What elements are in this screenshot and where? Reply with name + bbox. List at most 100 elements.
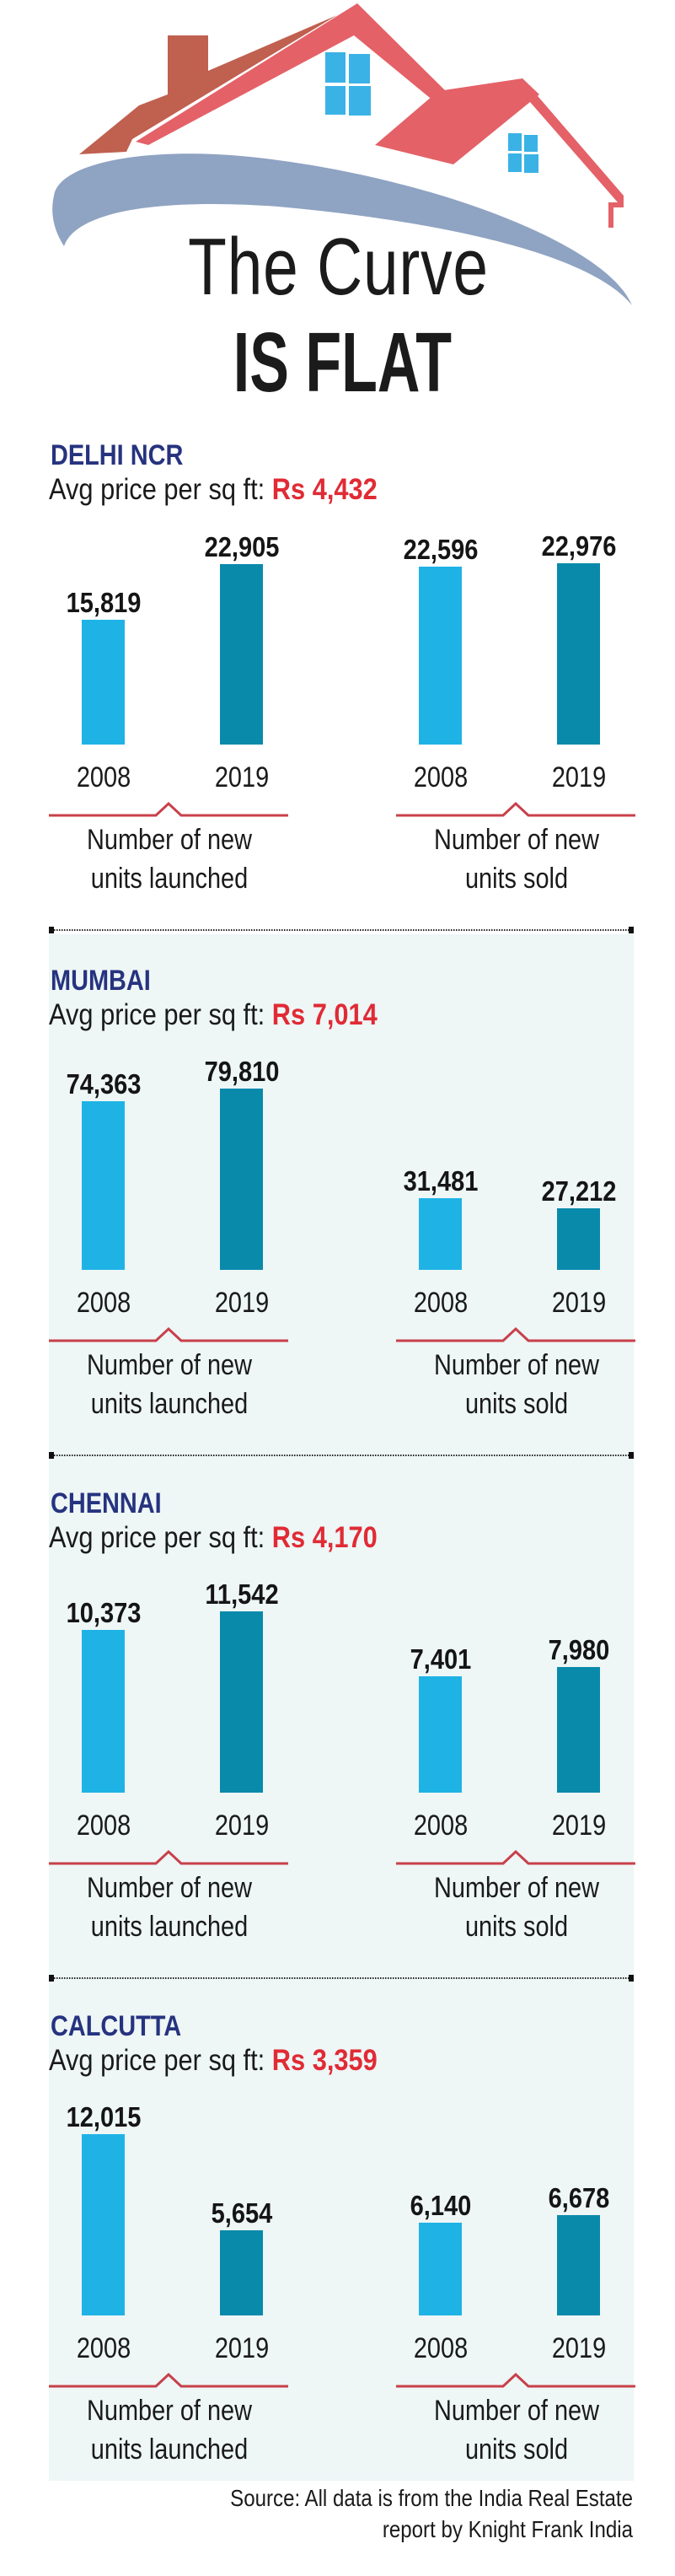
sold-caption-line-2: units sold	[464, 2433, 569, 2466]
sections-background-panel	[49, 934, 634, 2481]
year-tick-label: 2008	[76, 1287, 131, 1319]
year-tick-label: 2008	[413, 1287, 468, 1319]
sold-caption-line-1: Number of new	[434, 1349, 599, 1381]
section-divider	[49, 1452, 634, 1459]
avg-price-line: Avg price per sq ft: Rs 4,432	[49, 472, 378, 508]
bar-value-label: 10,373	[66, 1597, 141, 1628]
bar-sold-2019	[557, 1208, 600, 1270]
avg-price-line: Avg price per sq ft: Rs 3,359	[49, 2043, 378, 2079]
roof-second-icon	[375, 78, 539, 164]
bar-launched-2019	[220, 1089, 263, 1270]
bar-launched-2019	[220, 2230, 263, 2315]
launched-caption-line-1: Number of new	[87, 2395, 252, 2427]
house-roof-logo	[52, 3, 632, 305]
city-heading: CHENNAI	[51, 1487, 162, 1519]
bar-launched-2019	[220, 564, 263, 745]
year-tick-label: 2008	[413, 2332, 468, 2364]
year-tick-label: 2019	[551, 2332, 606, 2364]
bar-value-label: 74,363	[66, 1068, 141, 1100]
roof-main-icon	[136, 3, 447, 145]
sold-caption-line-1: Number of new	[434, 1872, 599, 1904]
bar-value-label: 22,905	[204, 531, 279, 562]
bar-value-label: 7,980	[548, 1634, 609, 1665]
avg-price-line: Avg price per sq ft: Rs 4,170	[49, 1520, 378, 1556]
sold-caption-line-2: units sold	[464, 1911, 569, 1943]
group-bracket-line	[49, 801, 288, 817]
year-tick-label: 2019	[551, 1287, 606, 1319]
avg-price-value: Rs 7,014	[271, 998, 378, 1031]
year-tick-label: 2008	[413, 761, 468, 793]
year-tick-label: 2019	[551, 761, 606, 793]
avg-price-label: Avg price per sq ft:	[49, 473, 272, 506]
section-divider	[49, 1975, 634, 1982]
window-small-icon	[508, 133, 538, 173]
bar-value-label: 6,678	[548, 2182, 609, 2213]
year-tick-label: 2008	[76, 2332, 131, 2364]
year-tick-label: 2008	[413, 1810, 468, 1842]
year-tick-label: 2019	[551, 1810, 606, 1842]
bar-value-label: 79,810	[204, 1056, 279, 1087]
bar-launched-2008	[82, 620, 125, 745]
bar-launched-2008	[82, 1630, 125, 1793]
bar-launched-2008	[82, 1101, 125, 1270]
section-divider	[49, 927, 634, 933]
sold-caption-line-1: Number of new	[434, 2395, 599, 2427]
bar-sold-2019	[557, 2215, 600, 2315]
sold-caption-line-2: units sold	[464, 863, 569, 895]
bar-value-label: 27,212	[541, 1175, 616, 1207]
sold-caption-line-2: units sold	[464, 1388, 569, 1420]
bar-sold-2019	[557, 563, 600, 745]
group-bracket-line	[396, 801, 635, 817]
bar-launched-2008	[82, 2134, 125, 2315]
bar-value-label: 22,976	[541, 530, 616, 562]
launched-caption-line-1: Number of new	[87, 1349, 252, 1381]
city-heading: CALCUTTA	[51, 2010, 182, 2042]
year-tick-label: 2019	[214, 761, 269, 793]
bar-value-label: 12,015	[66, 2101, 141, 2132]
avg-price-value: Rs 3,359	[271, 2044, 378, 2077]
year-tick-label: 2019	[214, 1810, 269, 1842]
avg-price-value: Rs 4,432	[271, 473, 378, 506]
bar-value-label: 6,140	[410, 2190, 471, 2221]
bar-value-label: 31,481	[403, 1165, 478, 1197]
bar-sold-2008	[419, 567, 462, 745]
avg-price-label: Avg price per sq ft:	[49, 2044, 272, 2077]
bar-value-label: 15,819	[66, 587, 141, 618]
bar-launched-2019	[220, 1611, 263, 1793]
launched-caption-line-1: Number of new	[87, 1872, 252, 1904]
sold-caption-line-1: Number of new	[434, 824, 599, 856]
group-bracket-line	[49, 1849, 288, 1865]
bar-value-label: 7,401	[410, 1643, 471, 1675]
group-bracket-line	[396, 1849, 635, 1865]
launched-caption-line-2: units launched	[90, 863, 249, 895]
avg-price-label: Avg price per sq ft:	[49, 1521, 272, 1554]
launched-caption-line-2: units launched	[90, 1388, 249, 1420]
window-large-icon	[325, 52, 371, 116]
avg-price-line: Avg price per sq ft: Rs 7,014	[49, 998, 378, 1033]
source-line-2: report by Knight Frank India	[382, 2516, 633, 2542]
launched-caption-line-1: Number of new	[87, 824, 252, 856]
city-heading: DELHI NCR	[51, 439, 184, 471]
group-bracket-line	[49, 2372, 288, 2388]
swoosh-curve-icon	[52, 153, 632, 305]
bar-value-label: 5,654	[211, 2197, 272, 2229]
source-line-1: Source: All data is from the India Real …	[230, 2485, 633, 2511]
bar-sold-2008	[419, 1676, 462, 1793]
launched-caption-line-2: units launched	[90, 1911, 249, 1943]
avg-price-value: Rs 4,170	[271, 1521, 378, 1554]
avg-price-label: Avg price per sq ft:	[49, 998, 272, 1031]
year-tick-label: 2019	[214, 1287, 269, 1319]
year-tick-label: 2008	[76, 761, 131, 793]
group-bracket-line	[396, 2372, 635, 2388]
roof-second-eave-icon	[518, 78, 624, 228]
bar-sold-2008	[419, 1198, 462, 1270]
group-bracket-line	[49, 1326, 288, 1342]
bar-value-label: 11,542	[204, 1578, 279, 1610]
roof-left-icon	[79, 15, 337, 154]
group-bracket-line	[396, 1326, 635, 1342]
bar-value-label: 22,596	[403, 534, 478, 565]
bar-sold-2019	[557, 1667, 600, 1793]
year-tick-label: 2019	[214, 2332, 269, 2364]
city-heading: MUMBAI	[51, 965, 151, 997]
title-line-1: The Curve	[188, 222, 489, 312]
